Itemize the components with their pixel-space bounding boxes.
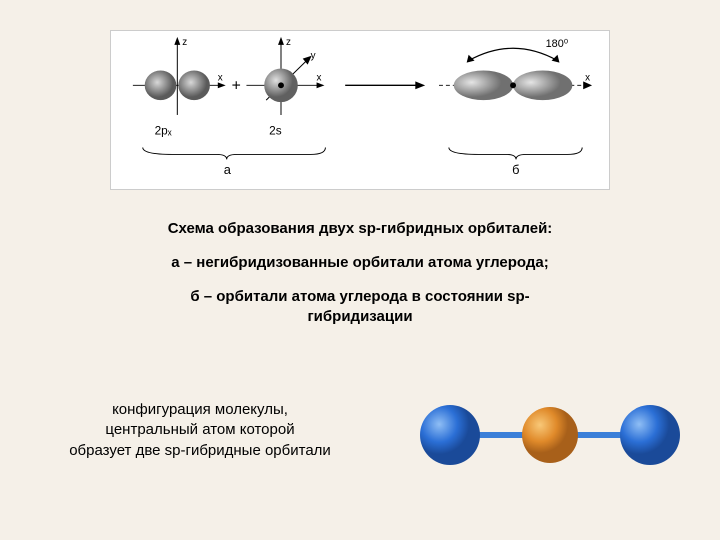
molecule-text-line1: конфигурация молекулы,	[30, 400, 370, 420]
atom-center	[522, 407, 578, 463]
axis-x2-label: x	[317, 72, 322, 83]
orbital-2px: z x 2pₓ	[133, 37, 226, 138]
brace-b-label: б	[512, 162, 519, 177]
caption-line2: а – негибридизованные орбитали атома угл…	[0, 252, 720, 273]
axis-y-label: y	[311, 51, 316, 62]
molecule-text: конфигурация молекулы, центральный атом …	[30, 400, 370, 461]
caption-line3a: б – орбитали атома углерода в состоянии …	[0, 286, 720, 307]
angle-label: 180⁰	[546, 38, 569, 50]
caption-line1: Схема образования двух sp-гибридных орби…	[0, 218, 720, 239]
orbital-sp-hybrid: 180⁰ x	[439, 38, 592, 100]
brace-a: а	[143, 148, 326, 178]
label-2px: 2pₓ	[155, 124, 172, 138]
caption-line3b: гибридизации	[0, 306, 720, 327]
axis-z2-label: z	[286, 37, 291, 48]
brace-a-label: а	[224, 162, 232, 177]
atom-right	[620, 405, 680, 465]
molecule-text-line2: центральный атом которой	[30, 420, 370, 440]
axis-x-label: x	[218, 72, 223, 83]
molecule-text-line3: образует две sp-гибридные орбитали	[30, 441, 370, 461]
axis-x3-label: x	[585, 72, 590, 83]
orbital-svg: z x 2pₓ + z x y	[111, 31, 609, 189]
orbital-2s: z x y 2s	[246, 37, 324, 138]
atom-left	[420, 405, 480, 465]
brace-b: б	[449, 148, 582, 178]
axis-z-label: z	[182, 37, 187, 48]
plus-sign: +	[232, 77, 241, 94]
label-2s: 2s	[269, 124, 282, 138]
orbital-diagram: z x 2pₓ + z x y	[110, 30, 610, 190]
molecule-visual	[400, 390, 700, 480]
molecule-section: конфигурация молекулы, центральный атом …	[0, 380, 720, 500]
